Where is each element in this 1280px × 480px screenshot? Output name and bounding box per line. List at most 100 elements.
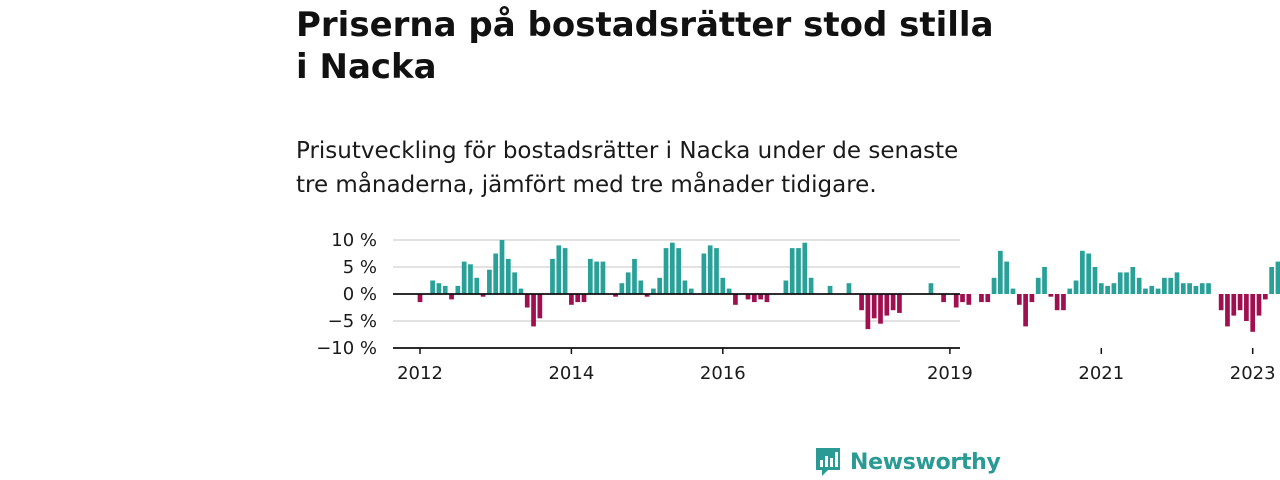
bar [871, 294, 877, 319]
bar [480, 294, 486, 297]
bar [455, 285, 461, 294]
bar [991, 277, 997, 294]
bar [449, 294, 454, 300]
bar [1117, 272, 1123, 294]
bar [733, 294, 738, 305]
bar [897, 294, 902, 313]
newsworthy-logo-icon [816, 448, 840, 476]
bar [1269, 267, 1274, 294]
bar [474, 277, 480, 294]
bar [745, 294, 751, 300]
bar [1206, 283, 1211, 294]
bar [1143, 288, 1148, 294]
x-tick-label: 2021 [1078, 363, 1124, 384]
bar [1155, 288, 1161, 294]
bar [1080, 250, 1085, 294]
bar [707, 245, 713, 294]
bar [1042, 267, 1047, 294]
x-tick-label: 2019 [927, 363, 973, 384]
x-tick-label: 2014 [548, 363, 594, 384]
bar [802, 242, 808, 294]
bar [701, 253, 707, 294]
bar [676, 248, 681, 294]
bar [632, 258, 637, 294]
bar [1105, 285, 1110, 294]
bar [430, 280, 435, 294]
x-tick-label: 2016 [700, 363, 746, 384]
bar [581, 294, 587, 303]
bar [1262, 294, 1268, 300]
bar [461, 261, 467, 294]
bar [1124, 272, 1129, 294]
bar [569, 294, 574, 305]
bar [1086, 253, 1092, 294]
bar [1010, 288, 1016, 294]
bar-chart: 10 % 5 % 0 % −5 % −10 % 2012 2014 2016 2019 2021 2… [316, 230, 1280, 384]
bar [1174, 272, 1180, 294]
bar [1098, 283, 1104, 294]
bar [1237, 294, 1243, 311]
bar [688, 288, 694, 294]
bar [619, 283, 625, 294]
bar [587, 258, 593, 294]
bar [531, 294, 536, 327]
chart-subtitle: Prisutveckling för bostadsrätter i Nacka… [296, 138, 959, 198]
bar [562, 248, 568, 294]
bar [518, 288, 524, 294]
bar [524, 294, 530, 308]
bar [487, 269, 492, 294]
bar [625, 272, 631, 294]
bar [1054, 294, 1060, 311]
bar [1193, 285, 1199, 294]
bar [865, 294, 871, 330]
bar [1162, 277, 1167, 294]
bar [1149, 285, 1155, 294]
bar [468, 264, 473, 294]
bar [613, 294, 618, 297]
bar [1256, 294, 1262, 316]
bar [1199, 283, 1205, 294]
bar [644, 294, 650, 297]
bar [1218, 294, 1224, 311]
newsworthy-logo-text: Newsworthy [850, 449, 1001, 475]
bar [442, 285, 448, 294]
bar [663, 248, 669, 294]
bar [985, 294, 991, 303]
bar [1180, 283, 1186, 294]
bar [966, 294, 972, 305]
bar [657, 277, 663, 294]
bar [1061, 294, 1066, 311]
bar [417, 294, 423, 303]
bar [1092, 267, 1098, 294]
y-tick-label: −10 % [316, 338, 377, 359]
bar [1029, 294, 1035, 303]
bar [669, 242, 675, 294]
bar [714, 248, 719, 294]
y-tick-label: 5 % [343, 257, 377, 278]
chart-title: Priserna på bostadsrätter stod stilla i … [296, 5, 994, 87]
bar [1073, 280, 1079, 294]
y-tick-label: 0 % [343, 284, 377, 305]
bar [789, 248, 795, 294]
bar [512, 272, 517, 294]
bar [751, 294, 757, 303]
newsworthy-logo: Newsworthy [814, 446, 1001, 478]
bar [890, 294, 896, 311]
bar [493, 253, 499, 294]
bar [575, 294, 581, 303]
bar [960, 294, 965, 303]
bar [878, 294, 883, 324]
bar [953, 294, 959, 308]
x-tick-label: 2012 [397, 363, 443, 384]
bar [941, 294, 946, 303]
bar [682, 280, 688, 294]
bar [783, 280, 789, 294]
bar [1035, 277, 1041, 294]
bar [720, 277, 726, 294]
bar [796, 248, 801, 294]
bar [1111, 283, 1117, 294]
x-tick-label: 2023 [1230, 363, 1276, 384]
bar [764, 294, 770, 303]
bar [1275, 261, 1280, 294]
bar [499, 240, 505, 294]
